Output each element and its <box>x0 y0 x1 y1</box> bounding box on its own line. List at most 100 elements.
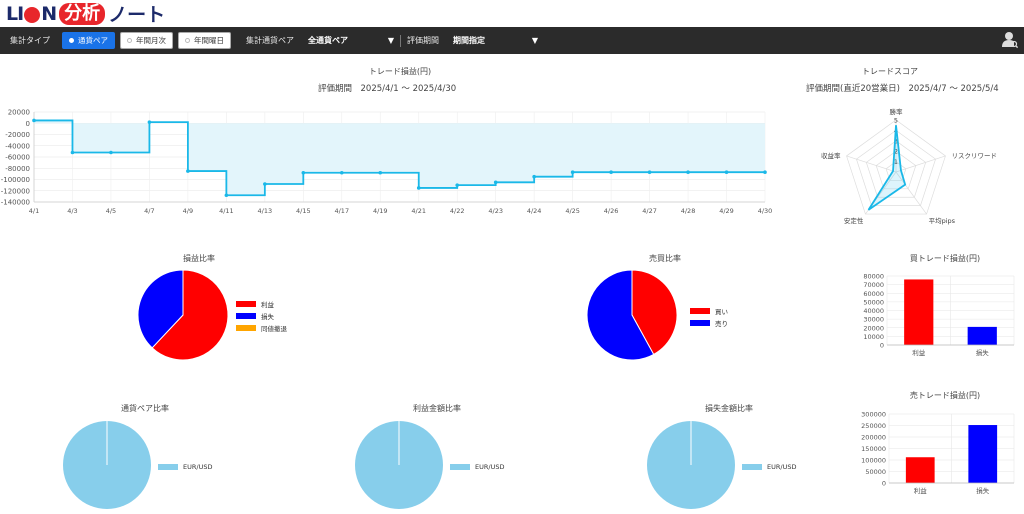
y-tick-label: 80000 <box>863 273 884 281</box>
data-point <box>70 150 75 155</box>
legend-swatch <box>690 308 710 314</box>
data-point <box>763 170 767 174</box>
button-label: 年間曜日 <box>194 36 224 45</box>
pie-slice <box>137 269 184 349</box>
pair-ratio-title: 通貨ペア比率 <box>121 404 169 413</box>
pl-ratio-pie <box>137 269 229 361</box>
logo-lion-icon <box>24 6 41 23</box>
x-tick-label: 利益 <box>914 486 928 495</box>
legend-swatch <box>236 301 256 307</box>
buy-pl-title: 買トレード損益(円) <box>909 254 981 263</box>
aggregate-pair-button[interactable]: 通貨ペア <box>62 32 115 49</box>
y-tick-label: -140000 <box>1 199 30 207</box>
radar-axis-label: リスクリワード <box>951 152 997 160</box>
y-tick-label: -20000 <box>5 131 30 139</box>
data-point <box>493 180 498 185</box>
y-tick-label: -100000 <box>1 176 30 184</box>
radar-tick-label: 5 <box>894 117 898 125</box>
trade-pl-title: トレード損益(円) <box>368 67 432 76</box>
loss-amount-ratio-legend: EUR/USD <box>742 461 796 473</box>
radar-grid <box>865 140 927 198</box>
user-search-icon[interactable] <box>1002 31 1018 49</box>
x-tick-label: 4/22 <box>450 207 465 215</box>
y-tick-label: 150000 <box>861 445 886 453</box>
trade-ratio-title: 売買比率 <box>649 254 681 263</box>
logo-note: ノート <box>108 4 166 26</box>
y-tick-label: -60000 <box>5 154 30 162</box>
data-point <box>570 170 575 174</box>
pie-slice <box>586 269 655 361</box>
y-tick-label: 20000 <box>863 324 884 332</box>
pair-select-value: 全通貨ペア <box>308 36 348 45</box>
data-point <box>147 120 152 124</box>
profit-amount-ratio-title: 利益金額比率 <box>413 404 461 413</box>
x-tick-label: 損失 <box>976 348 990 357</box>
pair-ratio-pie <box>63 421 151 509</box>
radar-spoke <box>895 171 927 215</box>
legend-label: 売り <box>715 320 728 328</box>
sell-pl-title: 売トレード損益(円) <box>909 391 981 400</box>
y-tick-label: 0 <box>880 342 884 350</box>
aggregate-monthly-button[interactable]: 年間月次 <box>120 32 173 49</box>
x-tick-label: 4/19 <box>373 207 388 215</box>
trade-score-radar-chart: 12345勝率リスクリワード平均pips安定性収益率 <box>821 107 997 225</box>
data-point <box>532 174 536 179</box>
x-tick-label: 4/3 <box>67 207 77 215</box>
filter-toolbar: 集計タイプ 通貨ペア 年間月次 年間曜日 集計通貨ペア 全通貨ペア ▼ 評価期間… <box>0 27 1024 54</box>
radar-axis-label: 勝率 <box>890 107 904 116</box>
loss-amount-ratio-title: 損失金額比率 <box>705 404 753 413</box>
legend-swatch <box>236 313 256 319</box>
radar-tick-label: 3 <box>894 137 898 145</box>
radar-grid <box>875 150 917 190</box>
trade-score-period: 評価期間(直近20営業日) 2025/4/7 ～ 2025/5/4 <box>806 84 999 94</box>
data-point <box>416 186 421 190</box>
radio-icon <box>185 38 190 43</box>
logo[interactable]: LI N 分析 ノート <box>6 1 165 26</box>
x-tick-label: 4/25 <box>565 207 580 215</box>
data-point <box>686 170 690 174</box>
x-tick-label: 4/17 <box>334 207 349 215</box>
x-tick-label: 4/15 <box>296 207 311 215</box>
pair-select[interactable]: 全通貨ペア ▼ <box>308 35 394 46</box>
legend-label: 同値撤退 <box>261 325 287 333</box>
y-tick-label: -40000 <box>5 142 30 150</box>
period-label: 評価期間 <box>407 36 439 45</box>
button-label: 年間月次 <box>136 36 166 45</box>
x-tick-label: 4/30 <box>758 207 773 215</box>
x-tick-label: 4/24 <box>527 207 542 215</box>
data-point <box>109 150 113 155</box>
period-select[interactable]: 期間指定 ▼ <box>453 35 538 46</box>
profit-amount-ratio-pie <box>355 421 443 509</box>
x-tick-label: 4/27 <box>642 207 657 215</box>
pie-slice <box>631 269 678 356</box>
y-tick-label: 50000 <box>865 468 886 476</box>
data-point <box>301 170 306 175</box>
data-point <box>609 170 613 174</box>
y-tick-label: 250000 <box>861 422 886 430</box>
loss-amount-ratio-pie <box>647 421 735 509</box>
legend-swatch <box>742 464 762 470</box>
x-tick-label: 4/28 <box>681 207 696 215</box>
aggregate-type-label: 集計タイプ <box>10 36 50 45</box>
aggregate-weekday-button[interactable]: 年間曜日 <box>178 32 231 49</box>
x-tick-label: 4/13 <box>258 207 273 215</box>
pl-ratio-legend: 利益 損失 同値撤退 <box>236 298 287 334</box>
y-tick-label: -120000 <box>1 187 30 195</box>
legend-swatch <box>236 325 256 331</box>
x-tick-label: 利益 <box>912 348 926 357</box>
trade-pl-period: 評価期間 2025/4/1 ～ 2025/4/30 <box>318 84 457 94</box>
profit-amount-ratio-legend: EUR/USD <box>450 461 504 473</box>
period-select-value: 期間指定 <box>453 36 485 45</box>
bar <box>967 326 997 345</box>
radar-grid <box>885 161 907 181</box>
trade-pl-line-chart: 20000 0 -20000 -40000 -60000 -80000 -100000 -12… <box>1 109 773 216</box>
x-tick-label: 4/26 <box>604 207 619 215</box>
sell-pl-bar-chart: 0 50000 100000 150000 200000 250000 300000 利益 損失 <box>861 411 1015 495</box>
x-tick-label: 4/21 <box>411 207 426 215</box>
legend-label: EUR/USD <box>183 463 213 471</box>
x-tick-label: 損失 <box>976 486 990 495</box>
chevron-down-icon: ▼ <box>387 36 394 45</box>
pair-label: 集計通貨ペア <box>246 36 294 45</box>
logo-bunseki: 分析 <box>59 2 106 25</box>
data-point <box>186 169 190 173</box>
